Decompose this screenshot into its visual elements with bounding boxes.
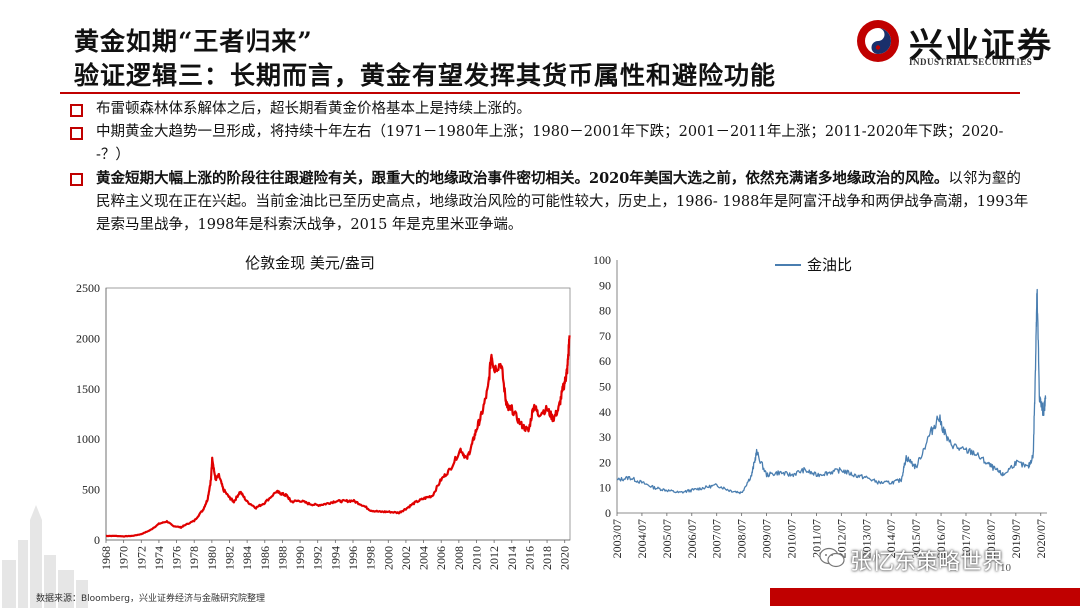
y-tick-label: 2500 (76, 281, 100, 295)
bullet-text: 布雷顿森林体系解体之后，超长期看黄金价格基本上是持续上涨的。 (96, 101, 531, 117)
data-source-note: 数据来源：Bloomberg，兴业证券经济与金融研究院整理 (36, 594, 265, 604)
x-tick-label: 2004/07 (635, 519, 649, 558)
x-tick-label: 2020 (558, 546, 572, 570)
x-tick-label: 1992 (311, 546, 325, 570)
footer-accent-bar (770, 588, 1080, 606)
x-tick-label: 2018/07 (984, 519, 998, 558)
y-tick-label: 100 (593, 253, 611, 267)
y-tick-label: 1000 (76, 432, 100, 446)
series-line (616, 288, 1047, 495)
x-tick-label: 1996 (346, 546, 360, 570)
brand-subtitle: INDUSTRIAL SECURITIES (909, 57, 1033, 67)
gold-oil-ratio-svg: 0 10 20 30 40 50 60 70 80 90 100 2003/07 2004/07 2005… (593, 253, 1048, 558)
bullet-text: 中期黄金大趋势一旦形成，将持续十年左右（1971－1980年上涨；1980－20… (96, 124, 1004, 163)
x-tick-label: 2006 (434, 546, 448, 570)
x-tick-label: 1986 (258, 546, 272, 570)
x-tick-label: 1978 (187, 546, 201, 570)
x-tick-label: 2005/07 (660, 519, 674, 558)
bullet-list: 布雷顿森林体系解体之后，超长期看黄金价格基本上是持续上涨的。 中期黄金大趋势一旦… (70, 98, 1030, 237)
x-tick-label: 2000 (381, 546, 395, 570)
bullet-item: 黄金短期大幅上涨的阶段往往跟避险有关，跟重大的地缘政治事件密切相关。2020年美… (70, 167, 1030, 237)
brand-emblem-icon (857, 20, 899, 62)
series-line (105, 335, 571, 538)
x-tick-label: 1984 (240, 546, 254, 570)
x-tick-label: 2008 (452, 546, 466, 570)
bullet-item: 布雷顿森林体系解体之后，超长期看黄金价格基本上是持续上涨的。 (70, 98, 1030, 121)
gold-price-svg: 0 500 1000 1500 2000 2500 1968 1970 1972 1974 1976… (76, 254, 572, 570)
x-tick-label: 2020/07 (1034, 519, 1048, 558)
brand-logo: 兴业证券 INDUSTRIAL SECURITIES (855, 12, 1070, 72)
y-tick-label: 20 (599, 455, 611, 469)
x-tick-label: 1988 (275, 546, 289, 570)
x-tick-label: 2015/07 (909, 519, 923, 558)
y-tick-label: 60 (599, 354, 611, 368)
y-tick-label: 50 (599, 380, 611, 394)
page-title: 黄金如期“王者归来” (74, 27, 313, 56)
y-tick-label: 500 (82, 483, 100, 497)
x-tick-label: 2012/07 (834, 519, 848, 558)
y-tick-label: 0 (605, 506, 611, 520)
watermark-text: 张忆东策略世界 (850, 550, 1005, 575)
gold-oil-ratio-chart: 0 10 20 30 40 50 60 70 80 90 100 2003/07 2004/07 2005… (585, 248, 1065, 578)
y-tick-label: 10 (599, 481, 611, 495)
x-tick-label: 2014 (505, 546, 519, 570)
square-bullet-icon (70, 104, 83, 117)
x-tick-label: 1976 (170, 546, 184, 570)
x-tick-label: 1970 (117, 546, 131, 570)
x-tick-label: 1980 (205, 546, 219, 570)
x-tick-label: 1998 (364, 546, 378, 570)
x-tick-label: 1972 (134, 546, 148, 570)
x-tick-label: 2006/07 (685, 519, 699, 558)
x-tick-label: 2009/07 (760, 519, 774, 558)
x-tick-label: 2003/07 (610, 519, 624, 558)
wechat-icon (819, 547, 845, 568)
x-tick-label: 2014/07 (884, 519, 898, 558)
x-tick-label: 2016 (522, 546, 536, 570)
city-skyline-decoration (2, 505, 88, 608)
square-bullet-icon (70, 173, 83, 186)
y-tick-label: 30 (599, 430, 611, 444)
x-tick-label: 1990 (293, 546, 307, 570)
x-tick-label: 2013/07 (859, 519, 873, 558)
y-tick-label: 90 (599, 278, 611, 292)
x-tick-label: 2002 (399, 546, 413, 570)
page-number: 10 (1000, 562, 1011, 574)
x-tick-label: 1994 (328, 546, 342, 570)
brand-name: 兴业证券 (909, 26, 1053, 66)
square-bullet-icon (70, 127, 83, 140)
bullet-text-bold: 黄金短期大幅上涨的阶段往往跟避险有关，跟重大的地缘政治事件密切相关。2020年美… (96, 170, 949, 187)
y-tick-label: 80 (599, 304, 611, 318)
x-tick-label: 2010/07 (784, 519, 798, 558)
chart-title: 伦敦金现 美元/盎司 (245, 254, 375, 272)
gold-price-chart: 0 500 1000 1500 2000 2500 1968 1970 1972 1974 1976… (50, 242, 580, 587)
x-tick-label: 2011/07 (809, 519, 823, 558)
bullet-text: 以邻为壑的民粹主义现在正在兴起。当前金油比已至历史高点，地缘政治风险的可能性较大… (96, 171, 1029, 233)
y-tick-label: 2000 (76, 331, 100, 345)
legend-label: 金油比 (807, 256, 852, 274)
x-tick-label: 2012 (487, 546, 501, 570)
y-tick-label: 70 (599, 329, 611, 343)
x-tick-label: 2019/07 (1009, 519, 1023, 558)
x-tick-label: 2008/07 (735, 519, 749, 558)
x-tick-label: 2010 (469, 546, 483, 570)
header-divider (60, 92, 1020, 94)
y-tick-label: 40 (599, 405, 611, 419)
plot-frame (105, 287, 571, 541)
x-tick-label: 2004 (417, 546, 431, 570)
y-tick-label: 1500 (76, 382, 100, 396)
bullet-item: 中期黄金大趋势一旦形成，将持续十年左右（1971－1980年上涨；1980－20… (70, 121, 1030, 167)
x-tick-label: 2018 (540, 546, 554, 570)
x-tick-label: 1968 (99, 546, 113, 570)
x-tick-label: 2017/07 (959, 519, 973, 558)
x-tick-label: 1982 (222, 546, 236, 570)
y-tick-label: 0 (94, 533, 100, 547)
x-tick-label: 1974 (152, 546, 166, 570)
x-tick-label: 2016/07 (934, 519, 948, 558)
page-subtitle: 验证逻辑三：长期而言，黄金有望发挥其货币属性和避险功能 (74, 61, 777, 90)
x-tick-label: 2007/07 (710, 519, 724, 558)
